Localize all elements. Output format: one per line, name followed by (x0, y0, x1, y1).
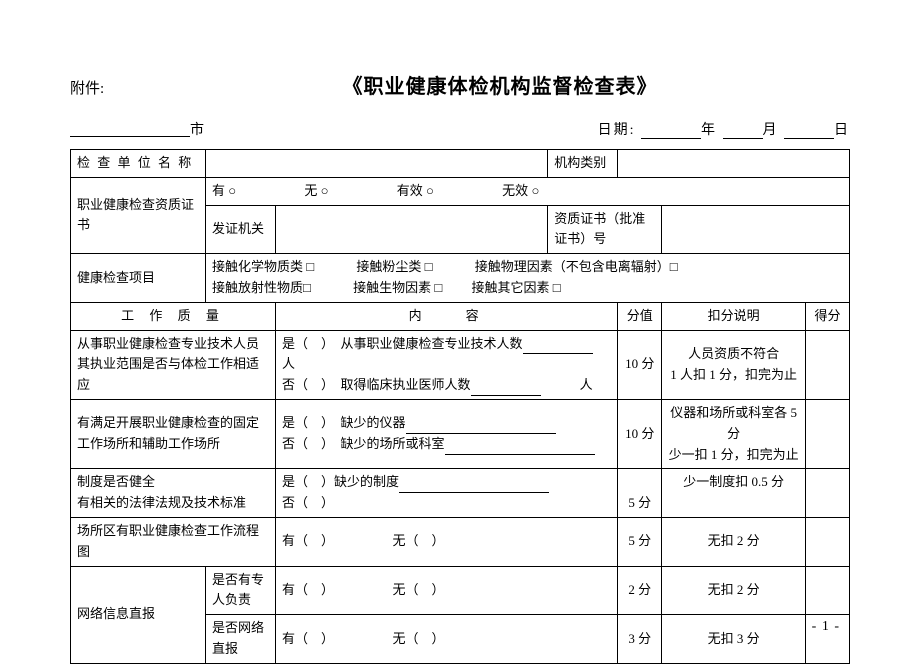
r4-content[interactable]: 有（ ） 无（ ） (276, 517, 618, 566)
r2-got[interactable] (806, 399, 850, 468)
exam-items-value[interactable]: 接触化学物质类 □ 接触粉尘类 □ 接触物理因素（不包含电离辐射）□ 接触放射性… (206, 254, 850, 303)
r3-work: 制度是否健全 有相关的法律法规及技术标准 (71, 469, 276, 518)
hdr-score1: 分值 (618, 302, 662, 330)
r2-score: 10 分 (618, 399, 662, 468)
cert-options[interactable]: 有 ○ 无 ○ 有效 ○ 无效 ○ (206, 177, 850, 205)
exam-items-label: 健康检查项目 (71, 254, 206, 303)
year-label: 年 (701, 123, 717, 138)
table-header-row: 工 作 质 量 内 容 分值 扣分说明 得分 (71, 302, 850, 330)
year-blank[interactable] (641, 121, 701, 139)
r4-desc: 无扣 2 分 (662, 517, 806, 566)
table-row: 有满足开展职业健康检查的固定工作场所和辅助工作场所 是（ ） 缺少的仪器 否（ … (71, 399, 850, 468)
city-suffix: 市 (190, 119, 206, 139)
r2-content[interactable]: 是（ ） 缺少的仪器 否（ ） 缺少的场所或科室 (276, 399, 618, 468)
cert-no-label: 资质证书（批准证书）号 (548, 205, 662, 254)
r5a-content[interactable]: 有（ ） 无（ ） (276, 566, 618, 615)
hdr-desc: 扣分说明 (662, 302, 806, 330)
r2-work: 有满足开展职业健康检查的固定工作场所和辅助工作场所 (71, 399, 276, 468)
r5b-score: 3 分 (618, 615, 662, 664)
org-category-label: 机构类别 (548, 150, 618, 178)
r3-desc: 少一制度扣 0.5 分 (662, 469, 806, 518)
hdr-content: 内 容 (276, 302, 618, 330)
month-label: 月 (763, 123, 779, 138)
table-row: 场所区有职业健康检查工作流程图 有（ ） 无（ ） 5 分 无扣 2 分 (71, 517, 850, 566)
attachment-label: 附件: (70, 77, 150, 98)
r1-score: 10 分 (618, 330, 662, 399)
r1-work: 从事职业健康检查专业技术人员其执业范围是否与体检工作相适应 (71, 330, 276, 399)
r1-desc: 人员资质不符合 1 人扣 1 分，扣完为止 (662, 330, 806, 399)
r4-work: 场所区有职业健康检查工作流程图 (71, 517, 276, 566)
r5-group: 网络信息直报 (71, 566, 206, 663)
cert-no-value[interactable] (662, 205, 850, 254)
r5b-content[interactable]: 有（ ） 无（ ） (276, 615, 618, 664)
table-row: 制度是否健全 有相关的法律法规及技术标准 是（ ）缺少的制度 否（ ） 5 分 … (71, 469, 850, 518)
r1-content[interactable]: 是（ ） 从事职业健康检查专业技术人数 人 否（ ） 取得临床执业医师人数 人 (276, 330, 618, 399)
page-number: - 1 - (812, 619, 840, 635)
org-category-value[interactable] (618, 150, 850, 178)
r4-score: 5 分 (618, 517, 662, 566)
issuer-label: 发证机关 (206, 205, 276, 254)
r3-got[interactable] (806, 469, 850, 518)
inspect-unit-label: 检 查 单 位 名 称 (71, 150, 206, 178)
day-blank[interactable] (784, 121, 834, 139)
issuer-value[interactable] (276, 205, 548, 254)
table-row: 网络信息直报 是否有专人负责 有（ ） 无（ ） 2 分 无扣 2 分 (71, 566, 850, 615)
r5b-desc: 无扣 3 分 (662, 615, 806, 664)
r5a-desc: 无扣 2 分 (662, 566, 806, 615)
date-label: 日期: (598, 123, 636, 138)
day-label: 日 (834, 123, 850, 138)
r3-score: 5 分 (618, 469, 662, 518)
r5b-work: 是否网络直报 (206, 615, 276, 664)
r5a-score: 2 分 (618, 566, 662, 615)
r5a-work: 是否有专人负责 (206, 566, 276, 615)
r1-got[interactable] (806, 330, 850, 399)
r2-desc: 仪器和场所或科室各 5 分 少一扣 1 分，扣完为止 (662, 399, 806, 468)
r3-content[interactable]: 是（ ）缺少的制度 否（ ） (276, 469, 618, 518)
month-blank[interactable] (723, 121, 763, 139)
table-row: 检 查 单 位 名 称 机构类别 (71, 150, 850, 178)
r4-got[interactable] (806, 517, 850, 566)
r5a-got[interactable] (806, 566, 850, 615)
table-row: 职业健康检查资质证书 有 ○ 无 ○ 有效 ○ 无效 ○ (71, 177, 850, 205)
inspect-unit-value[interactable] (206, 150, 548, 178)
hdr-work: 工 作 质 量 (71, 302, 276, 330)
table-row: 健康检查项目 接触化学物质类 □ 接触粉尘类 □ 接触物理因素（不包含电离辐射）… (71, 254, 850, 303)
page-title: 《职业健康体检机构监督检查表》 (150, 70, 850, 99)
table-row: 从事职业健康检查专业技术人员其执业范围是否与体检工作相适应 是（ ） 从事职业健… (71, 330, 850, 399)
cert-label: 职业健康检查资质证书 (71, 177, 206, 253)
hdr-score2: 得分 (806, 302, 850, 330)
city-blank[interactable] (70, 119, 190, 137)
inspection-table: 检 查 单 位 名 称 机构类别 职业健康检查资质证书 有 ○ 无 ○ 有效 ○… (70, 149, 850, 664)
